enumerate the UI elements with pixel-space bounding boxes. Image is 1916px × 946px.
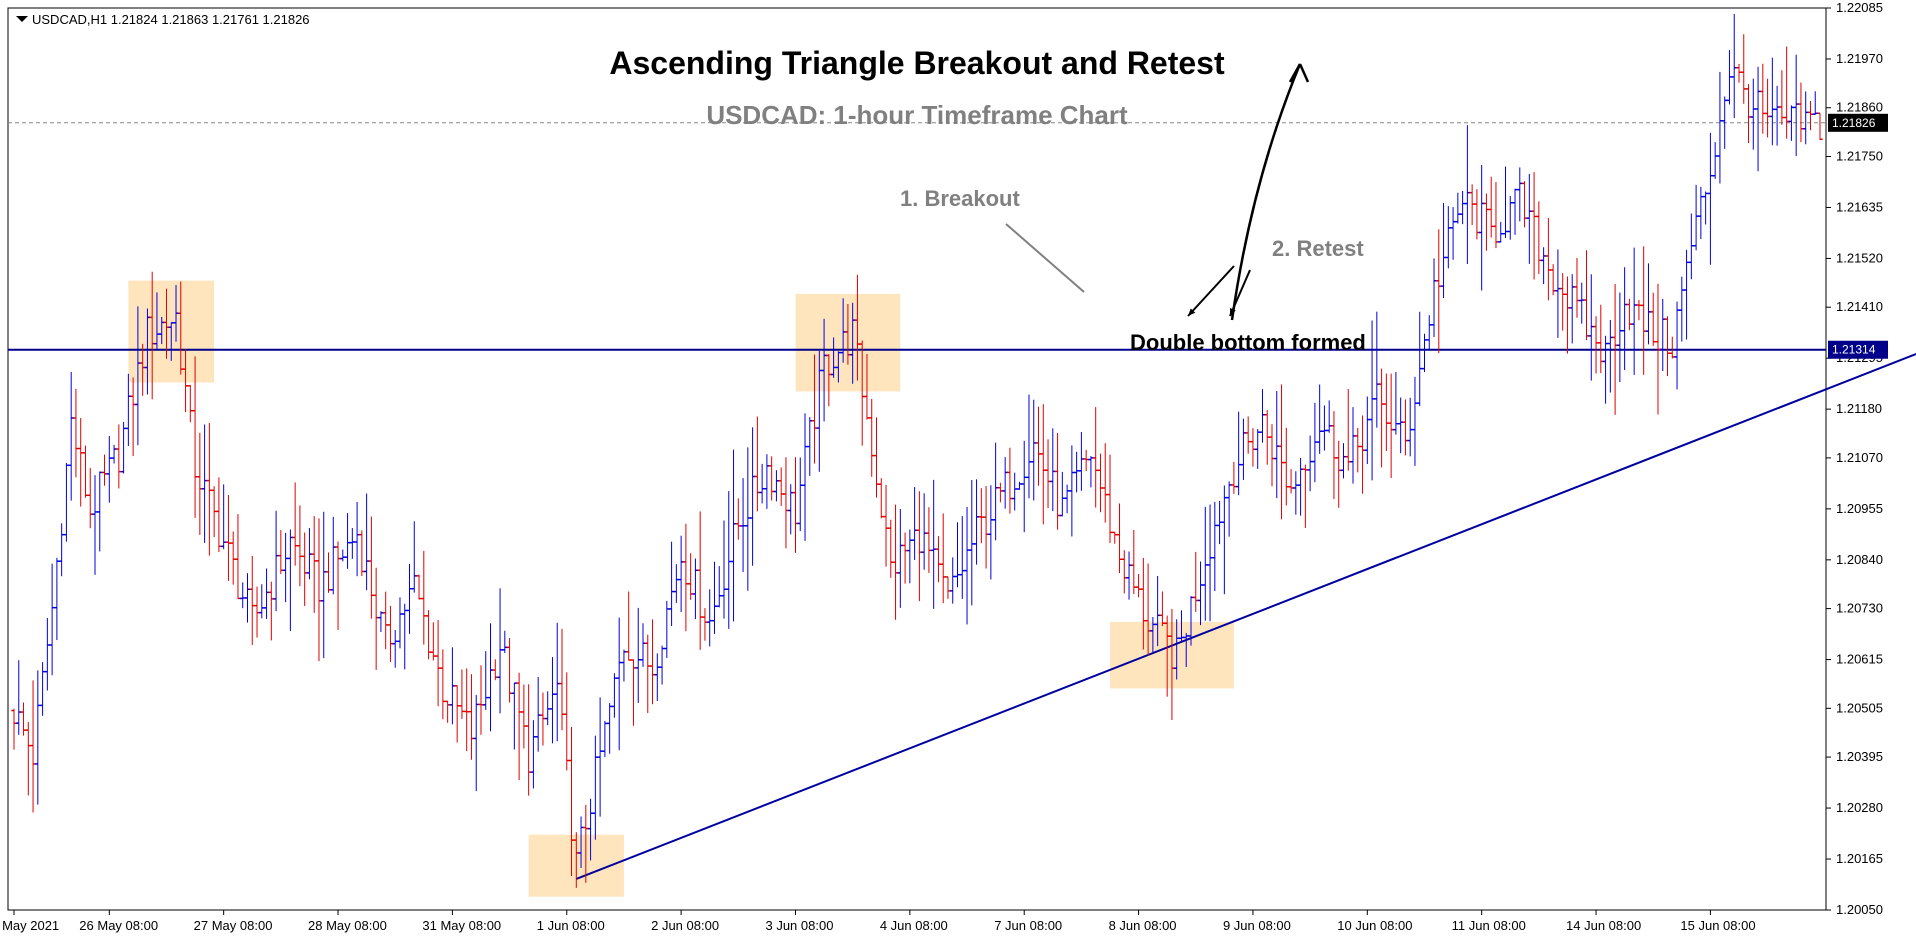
svg-text:1.21750: 1.21750 bbox=[1836, 148, 1883, 163]
svg-text:1.21520: 1.21520 bbox=[1836, 250, 1883, 265]
title-main: Ascending Triangle Breakout and Retest bbox=[609, 45, 1225, 81]
svg-text:1.20955: 1.20955 bbox=[1836, 501, 1883, 516]
svg-text:10 Jun 08:00: 10 Jun 08:00 bbox=[1337, 918, 1412, 933]
svg-text:1.21410: 1.21410 bbox=[1836, 299, 1883, 314]
svg-text:11 Jun 08:00: 11 Jun 08:00 bbox=[1452, 918, 1526, 933]
chart-container: 1.20050 1.20165 1.20280 1.20395 1.20505 1.206… bbox=[0, 0, 1916, 946]
svg-text:4 Jun 08:00: 4 Jun 08:00 bbox=[880, 918, 948, 933]
svg-text:1.20280: 1.20280 bbox=[1836, 800, 1883, 815]
svg-text:28 May 08:00: 28 May 08:00 bbox=[308, 918, 387, 933]
svg-text:1.21314: 1.21314 bbox=[1832, 343, 1876, 357]
svg-text:9 Jun 08:00: 9 Jun 08:00 bbox=[1223, 918, 1291, 933]
svg-text:1.21970: 1.21970 bbox=[1836, 51, 1883, 66]
svg-text:1.20730: 1.20730 bbox=[1836, 601, 1883, 616]
svg-text:1.21860: 1.21860 bbox=[1836, 100, 1883, 115]
symbol-ohlc: USDCAD,H1 1.21824 1.21863 1.21761 1.2182… bbox=[32, 12, 310, 27]
svg-text:31 May 08:00: 31 May 08:00 bbox=[422, 918, 501, 933]
svg-text:1 Jun 08:00: 1 Jun 08:00 bbox=[537, 918, 605, 933]
svg-text:25 May 2021: 25 May 2021 bbox=[0, 918, 59, 933]
svg-text:7 Jun 08:00: 7 Jun 08:00 bbox=[994, 918, 1062, 933]
annot-retest: 2. Retest bbox=[1272, 236, 1364, 261]
chart-svg: 1.20050 1.20165 1.20280 1.20395 1.20505 1.206… bbox=[0, 0, 1916, 946]
annot-breakout: 1. Breakout bbox=[900, 186, 1020, 211]
svg-text:15 Jun 08:00: 15 Jun 08:00 bbox=[1680, 918, 1755, 933]
annot-double-bottom: Double bottom formed bbox=[1130, 330, 1366, 355]
svg-text:1.20615: 1.20615 bbox=[1836, 652, 1883, 667]
svg-text:1.20505: 1.20505 bbox=[1836, 700, 1883, 715]
svg-text:1.20395: 1.20395 bbox=[1836, 749, 1883, 764]
svg-text:1.20050: 1.20050 bbox=[1836, 902, 1883, 917]
svg-text:1.21070: 1.21070 bbox=[1836, 450, 1883, 465]
svg-text:3 Jun 08:00: 3 Jun 08:00 bbox=[765, 918, 833, 933]
title-sub: USDCAD: 1-hour Timeframe Chart bbox=[706, 100, 1128, 130]
svg-text:8 Jun 08:00: 8 Jun 08:00 bbox=[1109, 918, 1177, 933]
svg-text:1.22085: 1.22085 bbox=[1836, 0, 1883, 15]
svg-text:1.20165: 1.20165 bbox=[1836, 851, 1883, 866]
svg-text:1.21826: 1.21826 bbox=[1832, 116, 1876, 130]
svg-text:27 May 08:00: 27 May 08:00 bbox=[194, 918, 273, 933]
svg-text:2 Jun 08:00: 2 Jun 08:00 bbox=[651, 918, 719, 933]
svg-text:1.21180: 1.21180 bbox=[1836, 401, 1882, 416]
svg-text:1.21635: 1.21635 bbox=[1836, 199, 1883, 214]
svg-text:14 Jun 08:00: 14 Jun 08:00 bbox=[1566, 918, 1641, 933]
svg-text:26 May 08:00: 26 May 08:00 bbox=[79, 918, 158, 933]
projection-arrow bbox=[1232, 64, 1300, 320]
dropdown-icon[interactable] bbox=[16, 16, 28, 22]
svg-text:1.20840: 1.20840 bbox=[1836, 552, 1883, 567]
